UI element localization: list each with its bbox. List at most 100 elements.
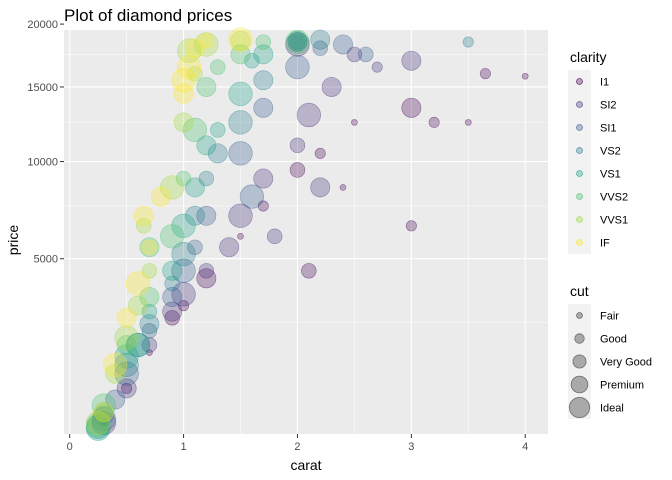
data-point-SI2 [198,263,215,279]
data-point-VVS1 [173,112,194,133]
plot-panel [64,30,548,434]
data-point-SI1 [228,141,253,166]
data-point-VS1 [125,332,151,358]
data-point-I1 [121,382,133,394]
legend-key-bg [568,327,591,350]
data-point-IF [125,271,151,296]
legend-label-premium: Premium [600,380,644,392]
x-axis-title: carat [290,457,321,473]
data-point-VVS2 [196,77,217,97]
data-point-VS2 [185,205,205,226]
data-point-I1 [401,97,422,118]
data-point-SI1 [196,205,217,226]
data-point-IF [93,402,114,422]
legend-key-VVS2 [576,193,583,200]
data-point-I1 [301,263,317,279]
data-point-VVS1 [194,32,219,57]
legend-label-ideal: Ideal [600,403,624,415]
data-point-VS2 [462,36,474,48]
data-point-SI1 [239,184,265,209]
data-point-VVS1 [230,30,251,51]
legends: clarity I1 SI2 SI1 VS2 VS1 VVS2 VVS1 IF cut Fair Go… [568,49,652,419]
data-point-SI1 [253,97,274,118]
data-point-VS2 [171,241,196,267]
data-point-VS1 [253,44,274,65]
data-point-VVS2 [182,117,208,142]
data-point-VS1 [171,213,196,238]
legend-key-bg [568,350,591,373]
data-point-I1 [339,184,347,191]
legend-title-cut: cut [570,283,589,299]
data-point-VVS1 [187,65,203,82]
data-point-VVS2 [210,59,226,75]
legend-key-bg [568,304,591,327]
x-tick-label: 0 [67,441,73,453]
data-point-SI1 [333,34,353,55]
data-point-I1 [428,116,440,128]
legend-key-bg [568,116,591,139]
data-point-SI2 [401,50,422,71]
data-point-SI2 [228,203,253,228]
legend-key-good [574,333,585,344]
legend-key-fair [576,312,583,319]
legend-label-VVS1: VVS1 [600,215,628,227]
data-point-VVS2 [255,34,271,50]
legend-key-VS2 [576,147,583,154]
data-point-VS1 [210,122,226,138]
data-point-I1 [351,119,358,126]
x-tick-label: 4 [522,441,528,453]
data-point-IF [103,352,128,377]
data-point-VS2 [114,352,139,377]
legend-title-clarity: clarity [570,49,607,65]
legend-key-SI2 [576,101,583,108]
data-point-SI1 [285,55,310,80]
data-point-VVS1 [86,410,111,436]
data-point-I1 [257,200,269,212]
data-point-VS2 [139,314,160,335]
data-point-I1 [464,119,472,126]
data-point-IF [228,27,253,52]
data-point-SI1 [141,323,158,339]
y-tick-label: 20000 [27,19,58,31]
data-point-SI2 [310,177,331,198]
legend-label-VS1: VS1 [600,169,621,181]
legend-label-SI1: SI1 [600,123,617,135]
x-tick-label: 1 [181,441,187,453]
legend-label-VVS2: VVS2 [600,192,628,204]
data-point-IF [177,55,202,80]
data-point-VS1 [86,416,111,441]
data-point-SI2 [253,168,274,189]
y-tick-label: 15000 [27,82,58,94]
legend-label-IF: IF [600,238,610,250]
data-point-SI1 [187,239,203,255]
data-point-IF [133,205,154,226]
data-point-VVS1 [177,38,202,63]
y-tick-label: 5000 [34,254,58,266]
legend-key-bg [568,162,591,185]
data-point-VS1 [141,303,158,320]
legend-key-bg [568,93,591,116]
data-point-SI2 [266,228,283,245]
data-point-SI2 [162,301,183,322]
data-point-SI2 [219,237,240,258]
legend-key-bg [568,208,591,231]
data-point-VS1 [244,53,260,69]
data-point-SI2 [289,137,306,154]
legend-key-very-good [572,354,587,369]
data-point-I1 [521,72,529,80]
chart-title: Plot of diamond prices [64,6,232,25]
data-point-VVS2 [160,224,185,249]
data-point-VVS1 [160,175,185,200]
legend-label-fair: Fair [600,311,619,323]
axes: 0 1 2 3 4 5000 10000 15000 20000 [27,19,528,453]
legend-key-ideal [568,396,591,419]
data-point-VS1 [287,30,308,51]
x-tick-label: 2 [294,441,300,453]
data-point-I1 [405,220,417,232]
data-point-IF [198,33,215,49]
data-point-SI2 [116,378,137,399]
data-point-SI1 [162,287,183,307]
data-point-VS2 [228,110,253,135]
data-point-SI2 [296,102,321,128]
